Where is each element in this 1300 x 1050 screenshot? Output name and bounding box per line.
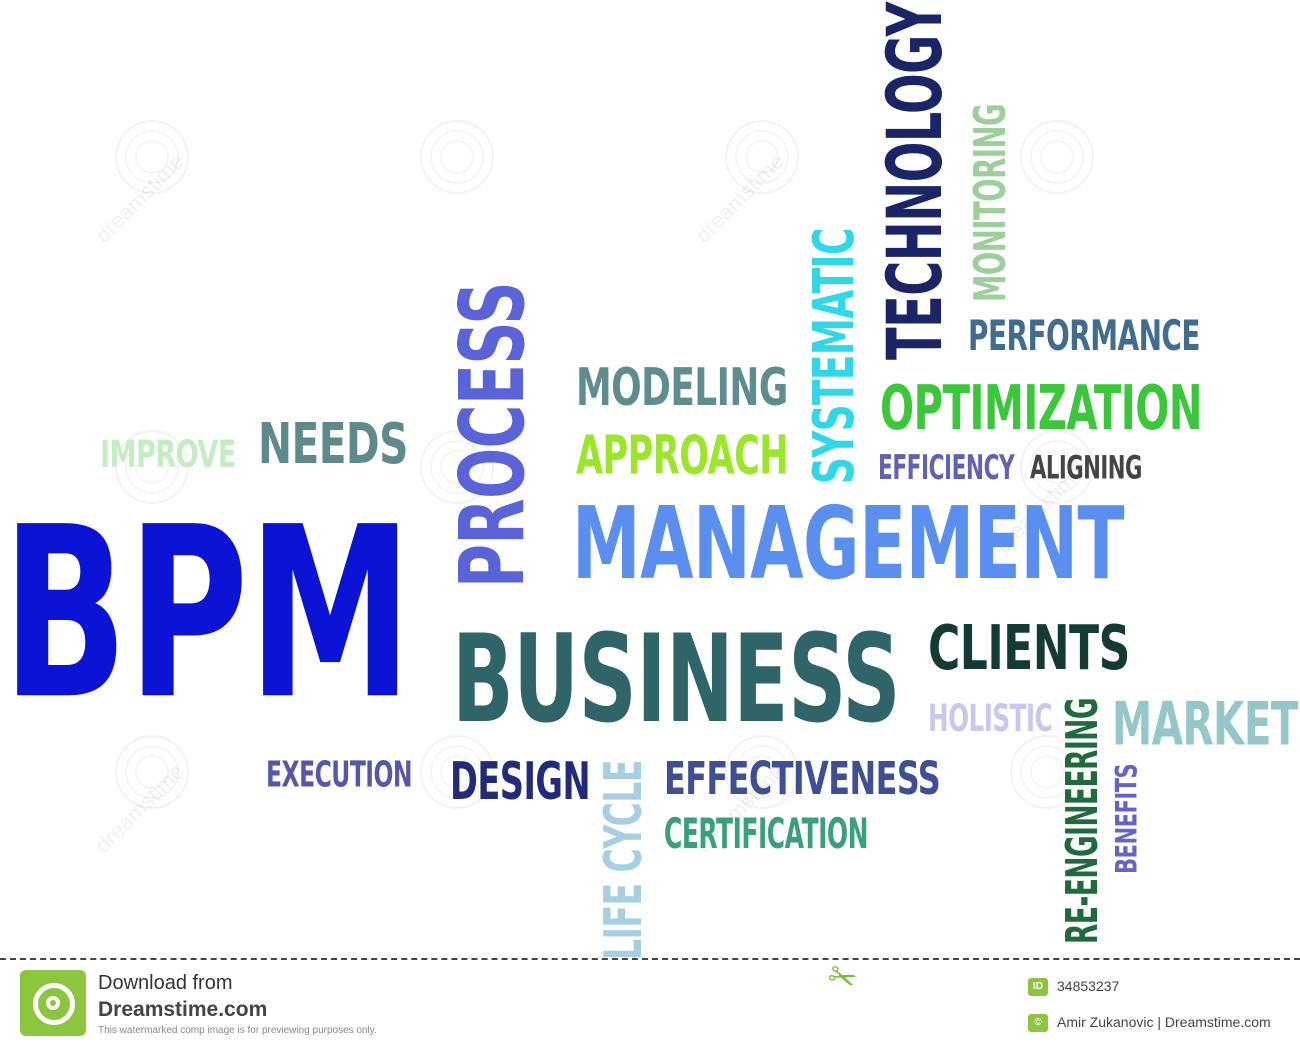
word-systematic: SYSTEMATIC xyxy=(801,228,867,484)
word-optimization: OPTIMIZATION xyxy=(880,372,1202,444)
watermark-swirl-icon xyxy=(1020,430,1094,504)
id-tag-icon: ID xyxy=(1028,978,1048,996)
author-credit: Amir Zukanovic | Dreamstime.com xyxy=(1057,1014,1271,1030)
word-cloud: dreamstime dreamstime dreamstime dreamst… xyxy=(2,2,1299,960)
word-clients: CLIENTS xyxy=(928,612,1130,684)
scissors-icon: ✂ xyxy=(822,955,863,1001)
word-holistic: HOLISTIC xyxy=(928,696,1053,741)
word-life-cycle: LIFE CYCLE xyxy=(594,759,654,960)
watermark-swirl-icon xyxy=(725,120,799,194)
watermark-swirl-icon xyxy=(115,120,189,194)
copyright-icon: © xyxy=(1028,1014,1048,1032)
word-management: MANAGEMENT xyxy=(572,486,1125,602)
word-technology: TECHNOLOGY xyxy=(871,2,960,361)
watermark-swirl-icon xyxy=(725,735,799,809)
word-bpm: BPM xyxy=(2,476,412,752)
word-needs: NEEDS xyxy=(258,411,408,477)
word-approach: APPROACH xyxy=(576,423,789,486)
word-efficiency: EFFICIENCY xyxy=(878,448,1015,488)
word-certification: CERTIFICATION xyxy=(664,810,869,859)
watermark-swirl-icon xyxy=(420,430,494,504)
word-effectiveness: EFFECTIVENESS xyxy=(664,752,941,806)
word-monitoring: MONITORING xyxy=(964,103,1016,302)
word-process: PROCESS xyxy=(440,281,545,588)
watermark-footer: Download from Dreamstime.com This waterm… xyxy=(0,955,1300,1050)
watermark-swirl-icon xyxy=(115,430,189,504)
image-id: 34853237 xyxy=(1057,978,1120,994)
watermark-swirl-icon xyxy=(420,120,494,194)
word-business: BUSINESS xyxy=(452,607,901,750)
word-improve: IMPROVE xyxy=(100,432,236,477)
watermark-swirl-icon xyxy=(115,735,189,809)
watermark-swirl-icon xyxy=(1010,735,1084,809)
download-from-label: Download from xyxy=(98,972,233,994)
word-re-engineering: RE-ENGINEERING xyxy=(1056,697,1108,944)
site-name: Dreamstime.com xyxy=(98,998,268,1021)
word-performance: PERFORMANCE xyxy=(968,312,1200,361)
watermark-swirl-icon xyxy=(420,735,494,809)
watermark-swirl-icon xyxy=(1020,120,1094,194)
word-modeling: MODELING xyxy=(576,358,788,418)
word-design: DESIGN xyxy=(450,752,591,812)
word-aligning: ALIGNING xyxy=(1030,449,1142,487)
word-benefits: BENEFITS xyxy=(1108,763,1144,874)
word-execution: EXECUTION xyxy=(266,752,413,796)
preview-notice: This watermarked comp image is for previ… xyxy=(98,1025,377,1036)
word-market: MARKET xyxy=(1112,688,1299,759)
dreamstime-logo-icon xyxy=(20,970,86,1036)
